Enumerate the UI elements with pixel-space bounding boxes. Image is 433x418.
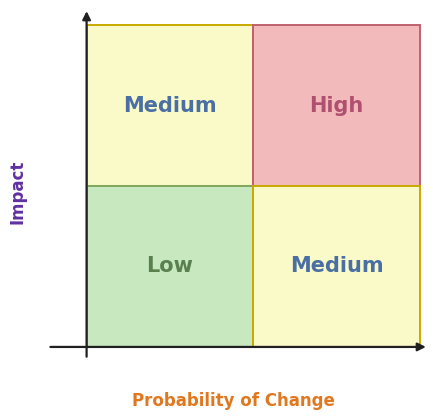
Text: Probability of Change: Probability of Change bbox=[132, 392, 335, 410]
Text: Impact: Impact bbox=[9, 160, 27, 224]
Text: Low: Low bbox=[146, 257, 194, 276]
Text: Medium: Medium bbox=[123, 96, 217, 115]
Text: Medium: Medium bbox=[290, 257, 384, 276]
Text: High: High bbox=[310, 96, 364, 115]
